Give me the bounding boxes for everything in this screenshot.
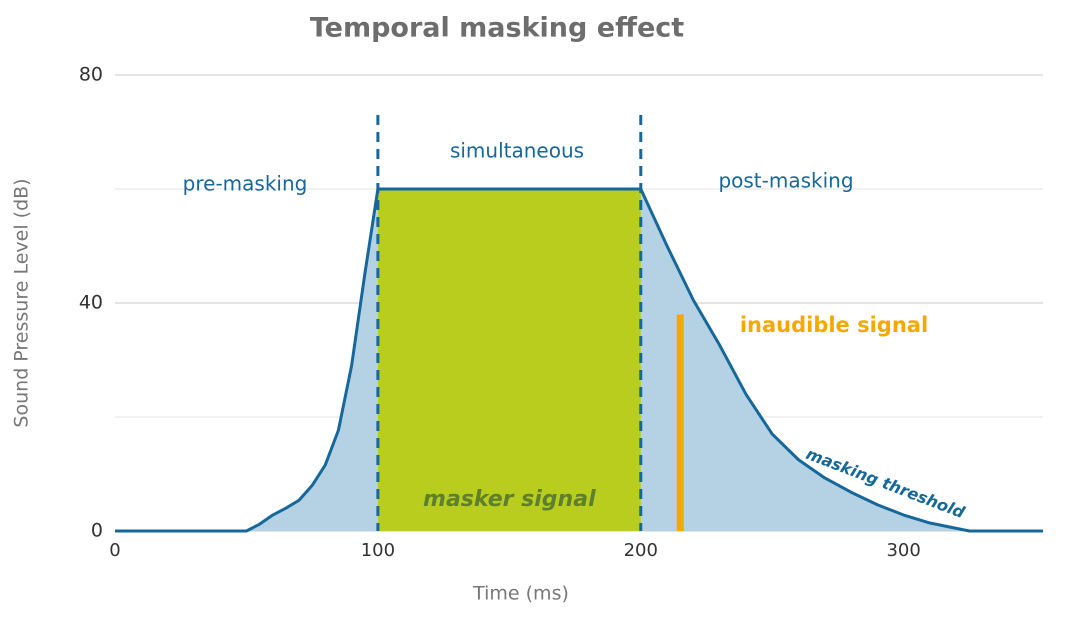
y-tick-label: 80 <box>79 64 103 86</box>
x-tick-label: 0 <box>109 540 120 561</box>
chart-title: Temporal masking effect <box>310 13 684 44</box>
masker-bar <box>377 189 641 531</box>
x-tick-label: 200 <box>624 540 658 561</box>
x-axis-label: Time (ms) <box>472 583 569 605</box>
threshold-line <box>115 187 1043 533</box>
masker-label: masker signal <box>423 487 596 512</box>
x-tick-label: 100 <box>361 540 395 561</box>
region-label: simultaneous <box>450 139 584 163</box>
region-label: pre-masking <box>183 172 308 196</box>
x-tick-label: 300 <box>886 540 920 561</box>
region-label: post-masking <box>718 169 853 193</box>
y-axis-label: Sound Pressure Level (dB) <box>11 178 33 427</box>
signal-label: inaudible signal <box>740 313 928 337</box>
y-tick-label: 0 <box>91 520 103 542</box>
y-tick-label: 40 <box>79 292 103 314</box>
